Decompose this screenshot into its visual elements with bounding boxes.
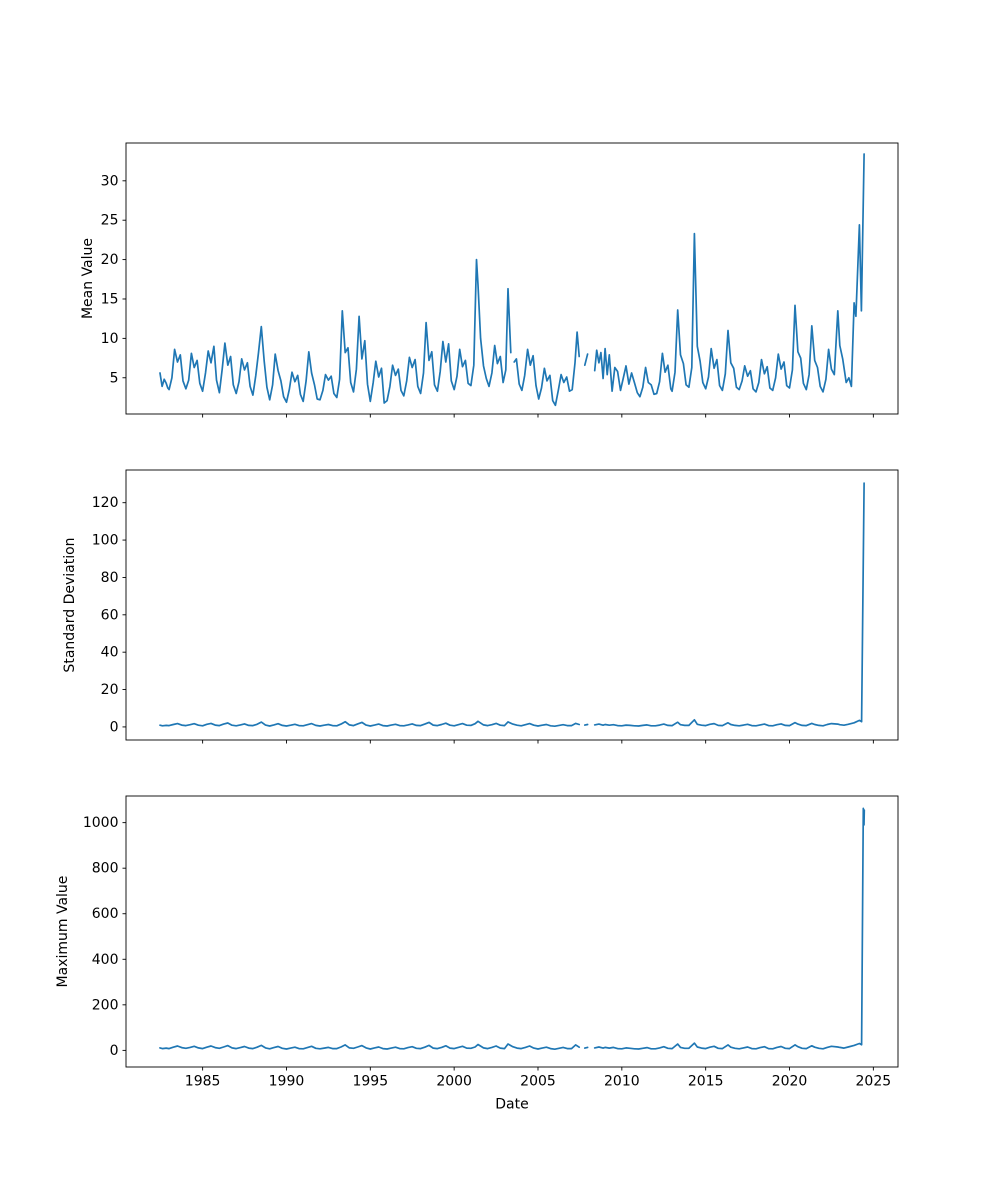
x-axis-label: Date: [495, 1097, 528, 1113]
y-tick-label: 10: [101, 331, 119, 347]
y-tick-label: 20: [101, 682, 119, 698]
axes-frame: [125, 142, 899, 415]
y-tick-label: 80: [101, 570, 119, 586]
y-tick-label: 800: [92, 861, 119, 877]
axes-frame: [125, 795, 899, 1068]
x-tick-label: 1995: [352, 1074, 388, 1090]
x-tick-label: 2000: [436, 1074, 472, 1090]
x-tick-label: 1990: [269, 1074, 305, 1090]
series-line-mean: [159, 153, 865, 407]
y-tick-label: 1000: [83, 815, 119, 831]
series-line-max: [159, 807, 866, 1051]
x-tick-label: 2015: [688, 1074, 724, 1090]
y-tick-label: 20: [101, 252, 119, 268]
series-line-std: [159, 482, 865, 728]
y-tick-label: 40: [101, 645, 119, 661]
y-tick-label: 30: [101, 173, 119, 189]
y-tick-label: 120: [92, 495, 119, 511]
y-tick-label: 100: [92, 533, 119, 549]
y-tick-label: 600: [92, 906, 119, 922]
y-tick-label: 200: [92, 997, 119, 1013]
y-tick-label: 0: [110, 719, 119, 735]
y-tick-label: 400: [92, 952, 119, 968]
y-axis-label: Maximum Value: [55, 876, 71, 988]
y-axis-label: Mean Value: [80, 238, 96, 319]
x-tick-label: 1985: [185, 1074, 221, 1090]
x-tick-label: 2020: [772, 1074, 808, 1090]
axes-frame: [125, 469, 899, 741]
x-tick-label: 2025: [856, 1074, 892, 1090]
y-tick-label: 15: [101, 291, 119, 307]
x-tick-label: 2010: [604, 1074, 640, 1090]
y-tick-label: 25: [101, 213, 119, 229]
y-tick-label: 0: [110, 1043, 119, 1059]
x-tick-label: 2005: [520, 1074, 556, 1090]
y-axis-label: Standard Deviation: [62, 537, 78, 672]
y-tick-label: 5: [110, 370, 119, 386]
y-tick-label: 60: [101, 607, 119, 623]
